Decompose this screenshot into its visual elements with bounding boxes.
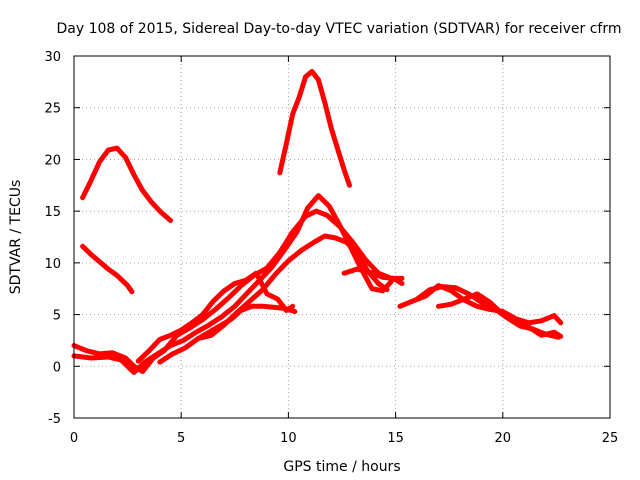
- y-axis-label: SDTVAR / TECUs: [8, 180, 24, 295]
- x-tick-label: 15: [387, 431, 404, 446]
- series-line-arc-3: [277, 69, 352, 188]
- y-tick-label: 20: [44, 153, 61, 168]
- x-tick-label: 20: [495, 431, 512, 446]
- y-tick-label: 30: [44, 50, 61, 65]
- series-group: [71, 69, 564, 375]
- x-tick-label: 25: [602, 431, 619, 446]
- x-tick-label: 10: [280, 431, 297, 446]
- x-axis-label: GPS time / hours: [283, 459, 400, 475]
- series-line-arc-4: [71, 208, 405, 374]
- y-tick-label: 25: [44, 102, 61, 117]
- chart-title: Day 108 of 2015, Sidereal Day-to-day VTE…: [57, 21, 622, 37]
- x-tick-label: 0: [70, 431, 78, 446]
- axis-ticks: 0 5 10 15 20 25 -5 0 5 10 15 20 25 30: [44, 50, 618, 446]
- x-tick-label: 5: [177, 431, 185, 446]
- y-tick-label: -5: [48, 412, 61, 427]
- y-tick-label: 15: [44, 205, 61, 220]
- grid: [74, 56, 610, 418]
- series-line-arc-8: [195, 303, 298, 341]
- series-line-arc-9: [341, 266, 405, 286]
- series-line-arc-1: [80, 145, 173, 223]
- plot-frame: [73, 55, 611, 419]
- y-tick-label: 0: [53, 360, 61, 375]
- y-tick-label: 10: [44, 257, 61, 272]
- series-line-arc-7: [135, 270, 296, 364]
- y-tick-label: 5: [53, 309, 61, 324]
- series-line-arc-2: [80, 243, 135, 295]
- series-line-arc-12: [436, 291, 564, 339]
